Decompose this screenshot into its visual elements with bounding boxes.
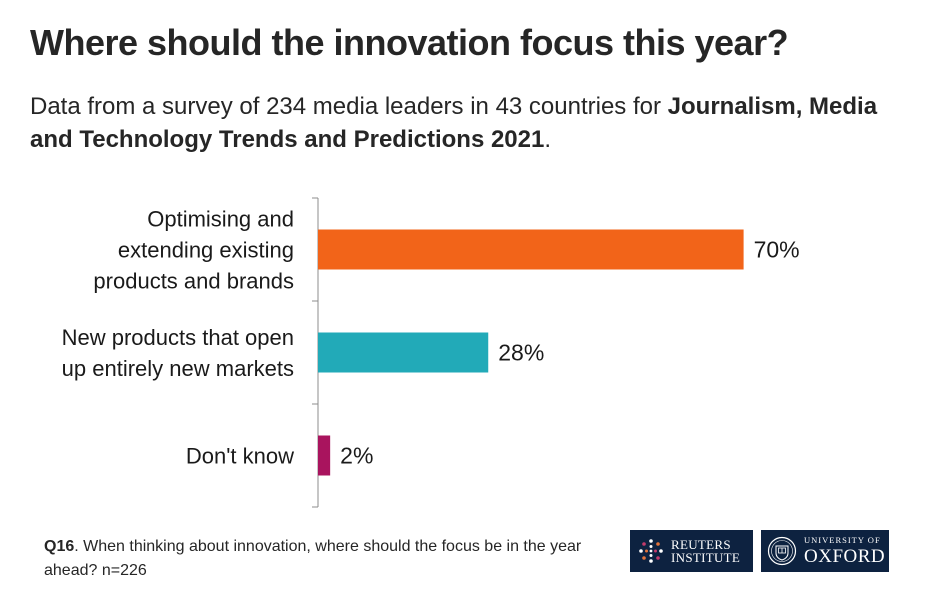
oxford-logo-line1: UNIVERSITY OF <box>804 535 881 546</box>
university-of-oxford-logo: UNIVERSITY OF OXFORD <box>761 530 889 572</box>
subtitle-report-name: Journalism, Media and Technology Trends … <box>30 93 878 153</box>
bar <box>318 332 489 373</box>
oxford-crest-icon <box>767 536 797 566</box>
bar-chart: 70% Optimising and extending existing produ… <box>62 197 800 508</box>
footnote: Q16. When thinking about innovation, whe… <box>44 535 624 583</box>
category-label: products and brands <box>93 269 294 294</box>
category-label: Don't know <box>186 444 294 469</box>
reuters-institute-logo: REUTERS INSTITUTE <box>630 530 753 572</box>
category-label: up entirely new markets <box>62 356 294 381</box>
category-label: extending existing <box>118 238 294 263</box>
category-label: New products that open <box>62 325 294 350</box>
category-label: Optimising and <box>147 207 294 232</box>
chart-title: Where should the innovation focus this y… <box>30 22 789 63</box>
reuters-logo-line2: INSTITUTE <box>671 550 741 565</box>
oxford-logo-line2: OXFORD <box>804 545 886 567</box>
data-label: 2% <box>340 443 373 469</box>
subtitle-end: . <box>544 126 552 153</box>
footnote-question-id: Q16 <box>44 538 75 555</box>
bar <box>318 229 744 270</box>
footnote-text: . When thinking about innovation, where … <box>44 538 582 579</box>
reuters-logo-line1: REUTERS <box>671 537 731 552</box>
subtitle-text: Data from a survey of 234 media leaders … <box>30 93 668 120</box>
reuters-dots-icon <box>639 539 663 563</box>
bar <box>318 435 331 476</box>
chart-subtitle: Data from a survey of 234 media leaders … <box>30 90 920 156</box>
data-label: 28% <box>498 340 544 366</box>
data-label: 70% <box>754 237 800 263</box>
